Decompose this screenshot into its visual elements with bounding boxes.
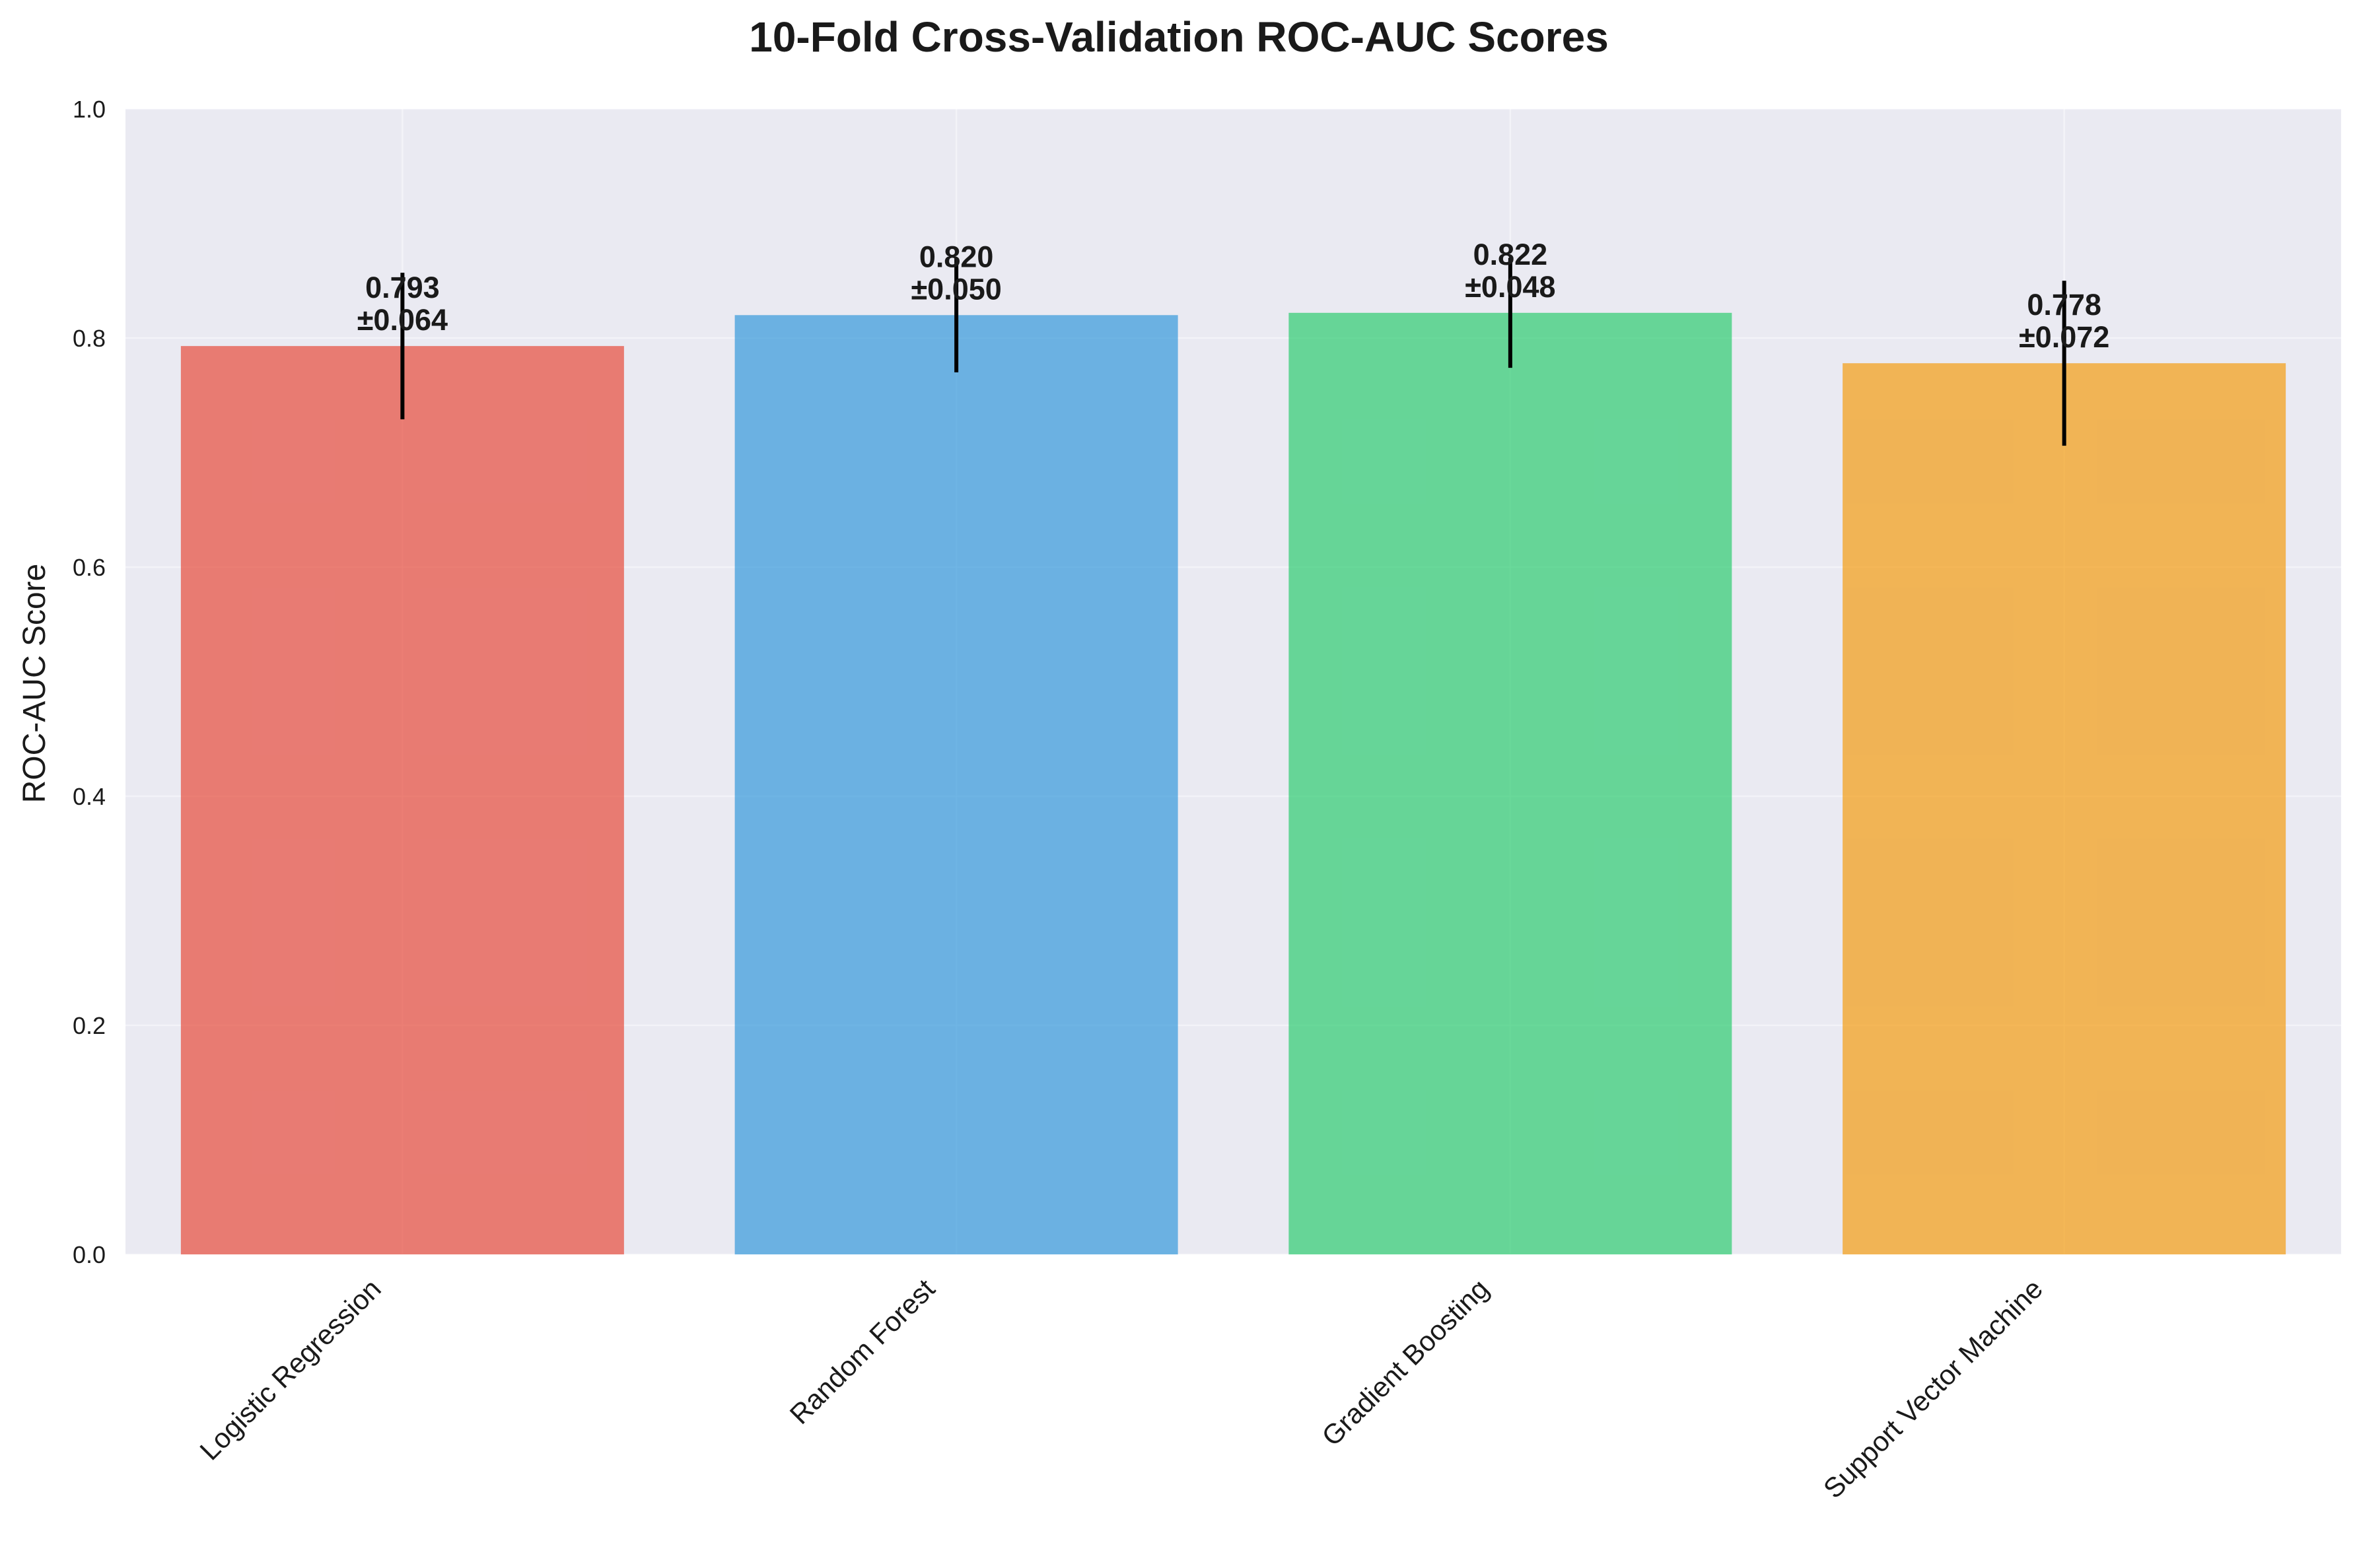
y-axis-label: ROC-AUC Score (17, 564, 52, 803)
bar (1843, 363, 2286, 1255)
bar (734, 315, 1178, 1254)
y-tick-label: 0.8 (73, 325, 106, 352)
y-tick-label: 0.2 (73, 1012, 106, 1039)
error-label: ±0.050 (911, 272, 1001, 306)
y-tick-label: 0.6 (73, 554, 106, 581)
y-tick-label: 0.4 (73, 783, 106, 810)
error-bars (400, 257, 2066, 446)
data-labels: 0.793±0.064 0.820±0.050 0.822±0.048 0.778±0… (357, 238, 2110, 354)
error-label: ±0.064 (357, 303, 448, 337)
bar (1288, 312, 1732, 1255)
y-axis-ticks: 0.0 0.2 0.4 0.6 0.8 1.0 (73, 96, 106, 1268)
value-label: 0.822 (1473, 238, 1548, 271)
value-label: 0.778 (2027, 288, 2101, 322)
chart-title: 10-Fold Cross-Validation ROC-AUC Scores (749, 13, 1609, 61)
y-tick-label: 1.0 (73, 96, 106, 123)
y-tick-label: 0.0 (73, 1241, 106, 1268)
value-label: 0.793 (365, 271, 440, 304)
bar (180, 346, 624, 1254)
bars (180, 312, 2286, 1255)
value-label: 0.820 (919, 240, 994, 273)
error-label: ±0.072 (2019, 320, 2109, 354)
error-label: ±0.048 (1465, 270, 1555, 304)
